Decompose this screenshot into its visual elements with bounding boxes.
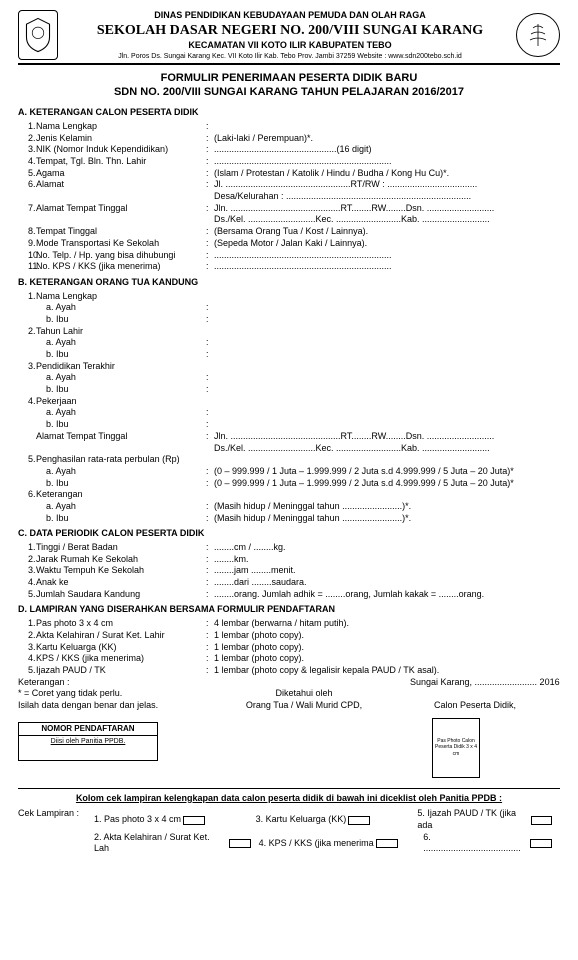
form-title: FORMULIR PENERIMAAN PESERTA DIDIK BARU S… [18, 71, 560, 100]
checkbox[interactable] [531, 816, 552, 825]
header-line1: DINAS PENDIDIKAN KEBUDAYAAN PEMUDA DAN O… [64, 10, 516, 22]
checkbox[interactable] [183, 816, 205, 825]
header-line4: Jln. Poros Ds. Sungai Karang Kec. VII Ko… [64, 52, 516, 61]
checkbox[interactable] [376, 839, 398, 848]
header-line2: SEKOLAH DASAR NEGERI NO. 200/VIII SUNGAI… [64, 22, 516, 40]
letterhead: DINAS PENDIDIKAN KEBUDAYAAN PEMUDA DAN O… [18, 10, 560, 65]
header-line3: KECAMATAN VII KOTO ILIR KABUPATEN TEBO [64, 40, 516, 52]
section-d-head: D. LAMPIRAN YANG DISERAHKAN BERSAMA FORM… [18, 604, 560, 616]
section-a-head: A. KETERANGAN CALON PESERTA DIDIK [18, 107, 560, 119]
nomor-pendaftaran-box: NOMOR PENDAFTARAN Diisi oleh Panitia PPD… [18, 722, 158, 761]
seal-right [516, 13, 560, 57]
logo-left [18, 10, 58, 60]
section-c-head: C. DATA PERIODIK CALON PESERTA DIDIK [18, 528, 560, 540]
checkbox[interactable] [348, 816, 370, 825]
header-text: DINAS PENDIDIKAN KEBUDAYAAN PEMUDA DAN O… [64, 10, 516, 61]
checkbox[interactable] [530, 839, 552, 848]
section-b-head: B. KETERANGAN ORANG TUA KANDUNG [18, 277, 560, 289]
footer-section: Kolom cek lampiran kelengkapan data calo… [18, 788, 560, 855]
checkbox[interactable] [229, 839, 251, 848]
signature-area: Keterangan : * = Coret yang tidak perlu.… [18, 677, 560, 712]
photo-box: Pas Photo Calon Peserta Didik 3 x 4 cm [432, 718, 480, 778]
